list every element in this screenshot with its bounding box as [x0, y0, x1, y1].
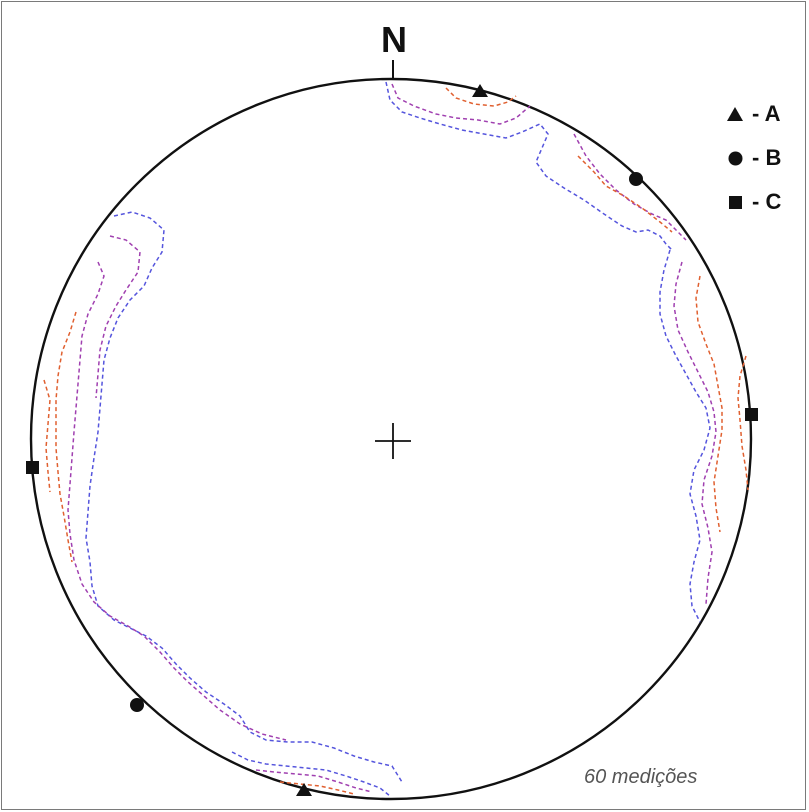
contour-middle-top [391, 83, 531, 125]
legend-item-a: - A [724, 92, 808, 136]
contour-inner-bottom [279, 781, 355, 795]
contour-outer-top [385, 81, 673, 251]
contour-inner-east-core [737, 355, 749, 491]
circle-icon [724, 151, 746, 166]
marker-b-northeast [629, 172, 643, 186]
contour-middle-west [67, 261, 287, 741]
contour-inner-west [55, 311, 77, 563]
contour-group-east [659, 249, 749, 623]
square-icon [724, 195, 746, 209]
marker-c-east [745, 408, 758, 421]
marker-b-southwest [130, 698, 144, 712]
legend-label-c: - C [752, 189, 782, 214]
contour-group-bottom [231, 751, 391, 797]
legend-label-a: - A [752, 101, 781, 126]
contour-middle-west-2 [95, 235, 141, 399]
contour-inner-top [445, 87, 517, 107]
contour-middle-bottom [255, 769, 373, 793]
contour-middle-east [673, 261, 717, 605]
contour-inner-east [695, 275, 723, 533]
marker-a-north [472, 84, 488, 97]
contour-middle-ne [573, 133, 687, 241]
legend-item-c: - C [724, 180, 808, 224]
primitive-circle [29, 77, 753, 801]
contour-group-west [43, 211, 403, 783]
legend: - A - B - C [724, 92, 808, 224]
contour-outer-bottom [231, 751, 391, 797]
contour-group-top [385, 81, 687, 251]
data-markers [26, 84, 758, 796]
contour-inner-ne [577, 155, 673, 233]
contour-outer-west [85, 211, 403, 783]
marker-a-south [296, 783, 312, 796]
north-label: N [381, 19, 407, 60]
center-cross [375, 423, 411, 459]
contour-outer-east [659, 249, 711, 623]
legend-label-b: - B [752, 145, 782, 170]
measurements-count: 60 medições [584, 766, 698, 788]
legend-item-b: - B [724, 136, 808, 180]
marker-c-west [26, 461, 39, 474]
contour-inner-west-core [43, 379, 51, 493]
triangle-icon [724, 107, 746, 121]
